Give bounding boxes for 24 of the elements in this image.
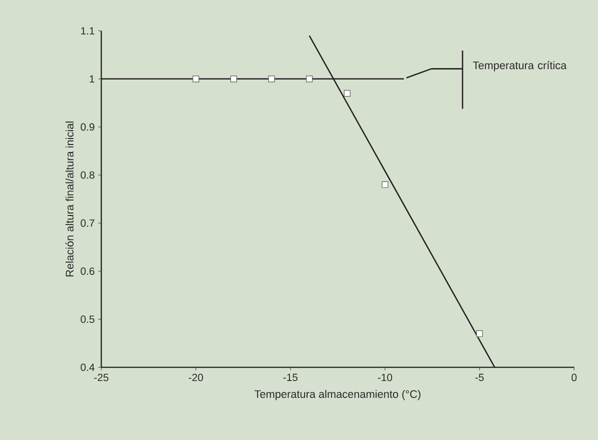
point	[306, 76, 313, 82]
point	[268, 76, 275, 82]
y-tick-label: 0.4	[80, 364, 94, 371]
point	[344, 90, 350, 97]
point	[476, 330, 483, 337]
point	[192, 76, 200, 82]
x-tick-label: -5	[475, 374, 484, 382]
x-tick-label: -15	[283, 374, 298, 382]
x-tick-label: -10	[378, 374, 392, 382]
x-tick-label: -25	[94, 374, 108, 382]
x-tick-label: -20	[188, 374, 203, 382]
point	[382, 181, 388, 188]
y-tick-label: 1.1	[81, 27, 94, 34]
x-tick-label: 0	[572, 374, 577, 382]
y-tick-label: 0.9	[80, 123, 94, 131]
x-axis-title: Temperatura almacenamiento (°C)	[254, 390, 420, 400]
point	[230, 76, 237, 82]
y-axis-title: Relación altura final/altura inicial	[65, 122, 74, 276]
annotation: Temperatura crítica	[472, 61, 567, 72]
y-tick-label: 0.7	[80, 219, 94, 227]
y-tick-label: 0.8	[80, 171, 94, 179]
y-tick-label: 0.6	[80, 268, 94, 275]
y-tick-label: 0.5	[80, 316, 94, 323]
y-tick-label: 1	[90, 75, 94, 83]
